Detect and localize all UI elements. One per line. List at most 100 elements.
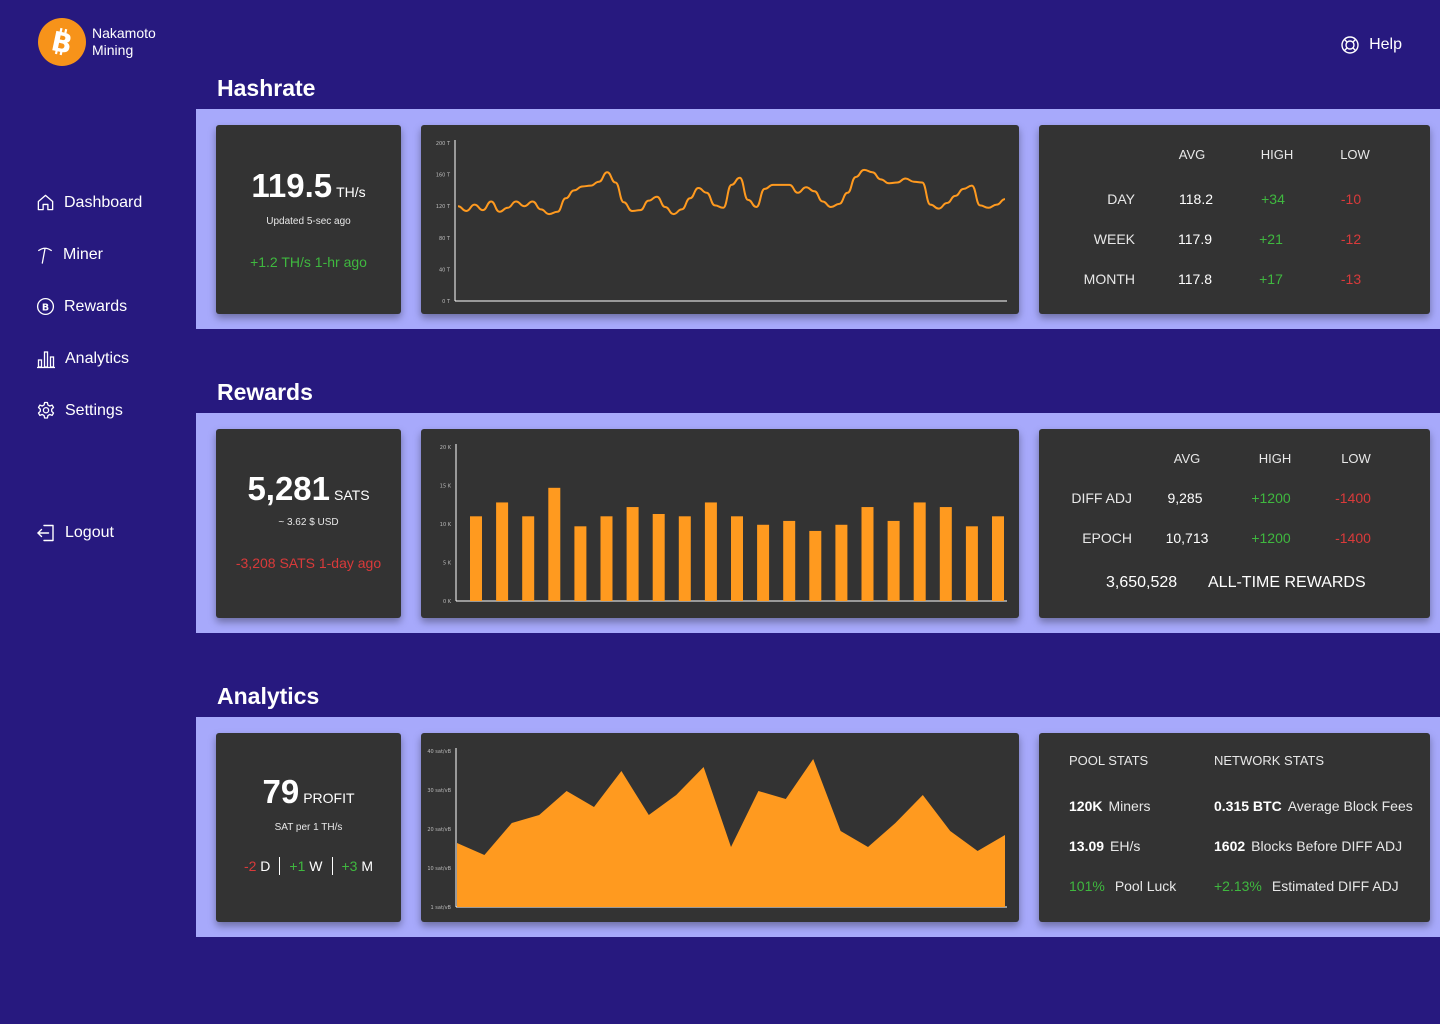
pool-hashrate-value: 13.09 — [1069, 838, 1105, 854]
pool-miners: 120K Miners — [1069, 798, 1150, 814]
sidebar-item-settings[interactable]: Settings — [36, 401, 123, 421]
home-icon — [37, 194, 54, 211]
rewards-chart-card: 0 K 5 K 10 K 15 K 20 K — [421, 429, 1019, 618]
rewards-section: 5,281 SATS ~ 3.62 $ USD -3,208 SATS 1-day… — [196, 413, 1440, 633]
rewards-stats-card: AVG HIGH LOW DIFF ADJ 9,285 +1200 -1400 … — [1039, 429, 1430, 618]
y-tick-label: 40 T — [439, 267, 451, 273]
network-estimated-adj-label: Estimated DIFF ADJ — [1271, 878, 1399, 894]
pool-network-stats-card: POOL STATS NETWORK STATS 120K Miners 13.0… — [1039, 733, 1430, 922]
rewards-bar — [626, 507, 639, 601]
lifebuoy-icon — [1341, 36, 1359, 54]
all-time-rewards-label: ALL-TIME REWARDS — [1208, 574, 1366, 591]
all-time-rewards-value: 3,650,528 — [1106, 574, 1178, 591]
y-tick-label: 160 T — [436, 173, 451, 179]
hashrate-value: 119.5 — [251, 167, 333, 204]
pool-luck: 101% Pool Luck — [1069, 878, 1176, 894]
rewards-bar — [809, 530, 822, 601]
y-tick-label: 10 K — [440, 522, 452, 528]
analytics-section: 79 PROFIT SAT per 1 TH/s -2 D +1 W +3 M 1… — [196, 717, 1440, 937]
profit-day-value: -2 — [243, 858, 257, 874]
sidebar-item-rewards[interactable]: B Rewards — [36, 297, 127, 316]
week-high: +21 — [1259, 231, 1283, 247]
profit-sub: SAT per 1 TH/s — [274, 822, 343, 833]
brand-name-line1: Nakamoto — [92, 25, 156, 41]
sidebar-item-label: Rewards — [64, 297, 128, 315]
profit-summary-card: 79 PROFIT SAT per 1 TH/s -2 D +1 W +3 M — [216, 733, 401, 922]
rewards-bar — [992, 516, 1004, 601]
brand-name-line2: Mining — [92, 42, 134, 58]
rewards-bar — [470, 516, 482, 601]
y-tick-label: 80 T — [439, 236, 451, 242]
sidebar-item-analytics[interactable]: Analytics — [36, 349, 129, 369]
rewards-usd: ~ 3.62 $ USD — [278, 517, 339, 528]
sidebar-item-label: Settings — [65, 402, 123, 419]
sidebar-item-dashboard[interactable]: Dashboard — [36, 193, 142, 212]
network-block-fees-value: 0.315 BTC — [1214, 798, 1282, 814]
network-stats-heading: NETWORK STATS — [1214, 753, 1325, 768]
week-low: -12 — [1340, 231, 1362, 247]
pool-miners-value: 120K — [1069, 798, 1103, 814]
month-high: +17 — [1259, 271, 1283, 287]
epoch-high: +1200 — [1251, 530, 1291, 546]
y-tick-label: 10 sat/vB — [427, 866, 451, 872]
rewards-bar — [496, 502, 509, 601]
pool-luck-value: 101% — [1069, 878, 1105, 894]
pool-miners-label: Miners — [1108, 798, 1151, 814]
network-blocks-before-adj: 1602 Blocks Before DIFF ADJ — [1214, 838, 1402, 854]
rewards-value-row: 5,281 SATS — [216, 470, 401, 508]
y-tick-label: 5 K — [443, 561, 452, 567]
col-header-avg: AVG — [1178, 147, 1206, 162]
hashrate-section: 119.5 TH/s Updated 5-sec ago +1.2 TH/s 1-… — [196, 109, 1440, 329]
brand-name: Nakamoto Mining — [92, 25, 156, 59]
analytics-section-title: Analytics — [217, 683, 320, 709]
rewards-bar-chart: 0 K 5 K 10 K 15 K 20 K — [440, 444, 1007, 605]
analytics-area-chart: 1 sat/vB 10 sat/vB 20 sat/vB 30 sat/vB 40 sa… — [427, 748, 1007, 911]
col-header-low: LOW — [1341, 451, 1371, 466]
month-low: -13 — [1340, 271, 1362, 287]
rewards-bar — [965, 526, 978, 601]
col-header-high: HIGH — [1258, 451, 1292, 466]
rewards-bar — [678, 516, 691, 601]
y-tick-label: 40 sat/vB — [427, 749, 451, 755]
bitcoin-icon: B — [38, 18, 86, 66]
row-label-diff-adj: DIFF ADJ — [1071, 490, 1132, 506]
rewards-bar — [522, 516, 535, 601]
pool-hashrate: 13.09 EH/s — [1069, 838, 1140, 854]
y-tick-label: 0 T — [442, 299, 451, 305]
diff-adj-low: -1400 — [1335, 490, 1371, 506]
rewards-bar — [548, 487, 561, 601]
row-label-week: WEEK — [1093, 231, 1135, 247]
col-header-avg: AVG — [1173, 451, 1201, 466]
rewards-summary-card: 5,281 SATS ~ 3.62 $ USD -3,208 SATS 1-day… — [216, 429, 401, 618]
rewards-bar — [574, 526, 587, 601]
brand-logo[interactable]: B Nakamoto Mining — [38, 18, 156, 66]
sidebar-item-label: Analytics — [65, 350, 130, 367]
profit-week-label: W — [309, 858, 323, 874]
col-header-low: LOW — [1340, 147, 1370, 162]
hashrate-chart-card: 0 T 40 T 80 T 120 T 160 T 200 T — [421, 125, 1019, 314]
y-tick-label: 30 sat/vB — [427, 788, 451, 794]
row-label-epoch: EPOCH — [1082, 530, 1132, 546]
row-label-month: MONTH — [1083, 271, 1135, 287]
diff-adj-avg: 9,285 — [1167, 490, 1203, 506]
logout-label: Logout — [65, 524, 114, 541]
col-header-high: HIGH — [1260, 147, 1294, 162]
network-blocks-label: Blocks Before DIFF ADJ — [1251, 838, 1403, 854]
rewards-value: 5,281 — [247, 470, 331, 507]
profit-period-changes: -2 D +1 W +3 M — [216, 857, 401, 875]
hashrate-series-line — [457, 168, 1006, 216]
sidebar-item-miner[interactable]: Miner — [36, 245, 103, 265]
rewards-bar — [861, 507, 874, 601]
pool-luck-label: Pool Luck — [1114, 878, 1177, 894]
rewards-bar — [783, 520, 796, 601]
bar-chart-icon — [37, 351, 55, 369]
analytics-chart-card: 1 sat/vB 10 sat/vB 20 sat/vB 30 sat/vB 40 sa… — [421, 733, 1019, 922]
logout-button[interactable]: Logout — [36, 523, 114, 543]
day-high: +34 — [1261, 191, 1285, 207]
help-link[interactable]: Help — [1340, 35, 1402, 55]
network-block-fees-label: Average Block Fees — [1287, 798, 1413, 814]
rewards-bar — [757, 524, 770, 601]
pickaxe-icon — [38, 247, 52, 264]
y-tick-label: 15 K — [440, 484, 452, 490]
hashrate-unit: TH/s — [336, 184, 366, 200]
